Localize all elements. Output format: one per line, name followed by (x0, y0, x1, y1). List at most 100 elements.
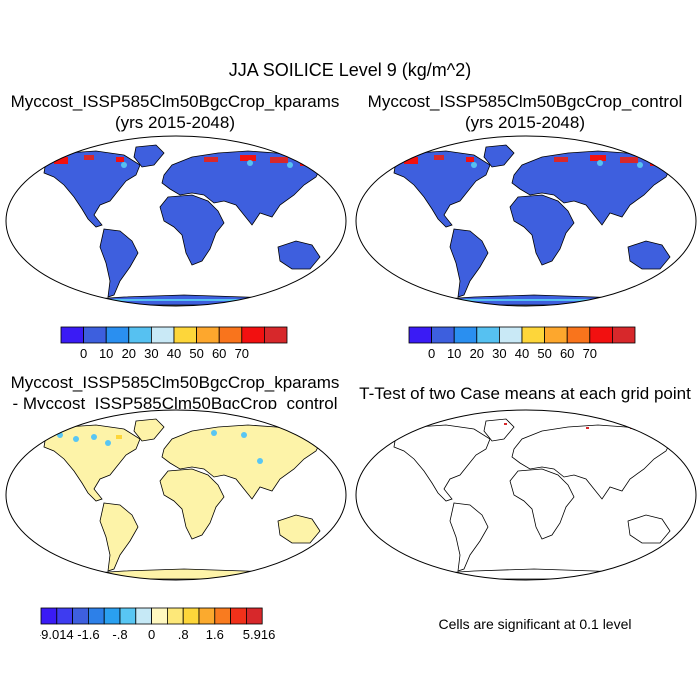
colorbar-tick-label: 0 (80, 346, 87, 361)
soilice-patch (84, 155, 94, 160)
continent-north-america (43, 424, 141, 502)
map-ttest (354, 409, 698, 581)
colorbar-tick-label: 0 (148, 627, 155, 642)
soilice-patch (204, 157, 218, 162)
colorbar-box (72, 607, 89, 625)
colorbar-box (83, 326, 107, 344)
difference-patch (211, 430, 217, 436)
soilice-patch (404, 157, 418, 164)
continent-eurasia (511, 150, 673, 226)
soilice-patch (287, 162, 293, 168)
continent-africa (159, 194, 225, 266)
colorbar-box (182, 607, 200, 625)
difference-patch (73, 436, 79, 442)
colorbar-tick-label: -.8 (112, 627, 127, 642)
panel-1-title-line1: Myccost_ISSP585Clm50BgcCrop_kparams (10, 92, 340, 111)
continent-eurasia (161, 150, 323, 226)
colorbar-tick-label: 60 (212, 346, 226, 361)
map-kparams (4, 135, 348, 307)
continent-north-america (43, 150, 141, 228)
colorbar-box (151, 326, 175, 344)
colorbar-tick-label: 30 (144, 346, 158, 361)
colorbar-tick-label: 1.6 (206, 627, 224, 642)
colorbar-box (214, 607, 232, 625)
colorbar-tick-label: 40 (515, 346, 529, 361)
soilice-patch (247, 160, 253, 166)
panel-3-title-line1: Myccost_ISSP585Clm50BgcCrop_kparams (10, 373, 340, 392)
soilice-patch (466, 157, 474, 162)
colorbar-box (453, 326, 478, 344)
colorbar-tick-label: 60 (560, 346, 574, 361)
continent-australia (277, 514, 321, 544)
colorbar-box (196, 326, 220, 344)
colorbar-box (103, 607, 121, 625)
colorbar-kparams: 0 10 20 30 40 50 60 70 (60, 326, 288, 361)
colorbar-tick-label: 10 (447, 346, 461, 361)
continent-south-america (99, 228, 139, 298)
colorbar-box (241, 326, 265, 344)
significance-note: Cells are significant at 0.1 level (438, 616, 632, 632)
soilice-patch (424, 299, 644, 301)
panel-3-title: Myccost_ISSP585Clm50BgcCrop_kparams - My… (0, 372, 350, 414)
panel-4-title: T-Test of two Case means at each grid po… (350, 383, 700, 404)
difference-patch (257, 458, 263, 464)
colorbar-box (544, 326, 568, 344)
colorbar-tick-label: -9.014 (40, 627, 74, 642)
colorbar-box (56, 607, 73, 625)
figure-title: JJA SOILICE Level 9 (kg/m^2) (228, 60, 472, 80)
continent-eurasia (511, 424, 673, 500)
colorbar-box (218, 326, 243, 344)
colorbar-tick-label: 50 (189, 346, 203, 361)
colorbar-box (230, 607, 247, 625)
continent-south-america (449, 228, 489, 298)
continent-greenland (133, 418, 165, 442)
continent-greenland (133, 144, 165, 168)
continent-north-america (393, 424, 491, 502)
continent-north-america (393, 150, 491, 228)
colorbar-tick-label: 70 (235, 346, 249, 361)
colorbar-box (499, 326, 523, 344)
difference-patch (91, 434, 97, 440)
difference-patch (116, 435, 122, 439)
soilice-patch (597, 160, 603, 166)
continent-africa (159, 468, 225, 540)
difference-patch (241, 432, 247, 438)
colorbar-tick-label: .8 (178, 627, 189, 642)
soilice-patch (434, 155, 444, 160)
colorbar-box (167, 607, 184, 625)
colorbar-tick-label: 50 (537, 346, 551, 361)
panel-2-title: Myccost_ISSP585Clm50BgcCrop_control (yrs… (350, 91, 700, 133)
continent-australia (627, 514, 671, 544)
continent-africa (509, 194, 575, 266)
soilice-patch (554, 157, 568, 162)
colorbar-box (611, 326, 636, 344)
colorbar-box (263, 326, 288, 344)
colorbar-box (119, 607, 137, 625)
colorbar-box (408, 326, 433, 344)
colorbar-box (566, 326, 591, 344)
map-boundary (5, 409, 347, 581)
colorbar-box (476, 326, 500, 344)
continent-eurasia (161, 424, 323, 500)
panel-1-title-line2: (yrs 2015-2048) (114, 113, 235, 132)
colorbar-tick-label: 40 (167, 346, 181, 361)
soilice-patch (270, 157, 288, 163)
colorbar-box (60, 326, 85, 344)
continent-south-america (99, 502, 139, 572)
colorbar-box (88, 607, 105, 625)
colorbar-box (151, 607, 168, 625)
colorbar-tick-label: 20 (122, 346, 136, 361)
colorbar-difference: -9.014 -1.6 -.8 0 .8 1.6 5.916 (40, 607, 276, 642)
map-boundary (5, 135, 347, 307)
soilice-patch (471, 162, 477, 168)
colorbar-tick-label: 0 (428, 346, 435, 361)
continent-africa (509, 468, 575, 540)
colorbar-tick-label: 5.916 (243, 627, 276, 642)
soilice-patch (116, 157, 124, 162)
colorbar-tick-label: -1.6 (77, 627, 99, 642)
map-difference (4, 409, 348, 581)
colorbar-box (521, 326, 546, 344)
colorbar-control: 0 10 20 30 40 50 60 70 (408, 326, 636, 361)
colorbar-box (431, 326, 455, 344)
colorbar-tick-label: 30 (492, 346, 506, 361)
